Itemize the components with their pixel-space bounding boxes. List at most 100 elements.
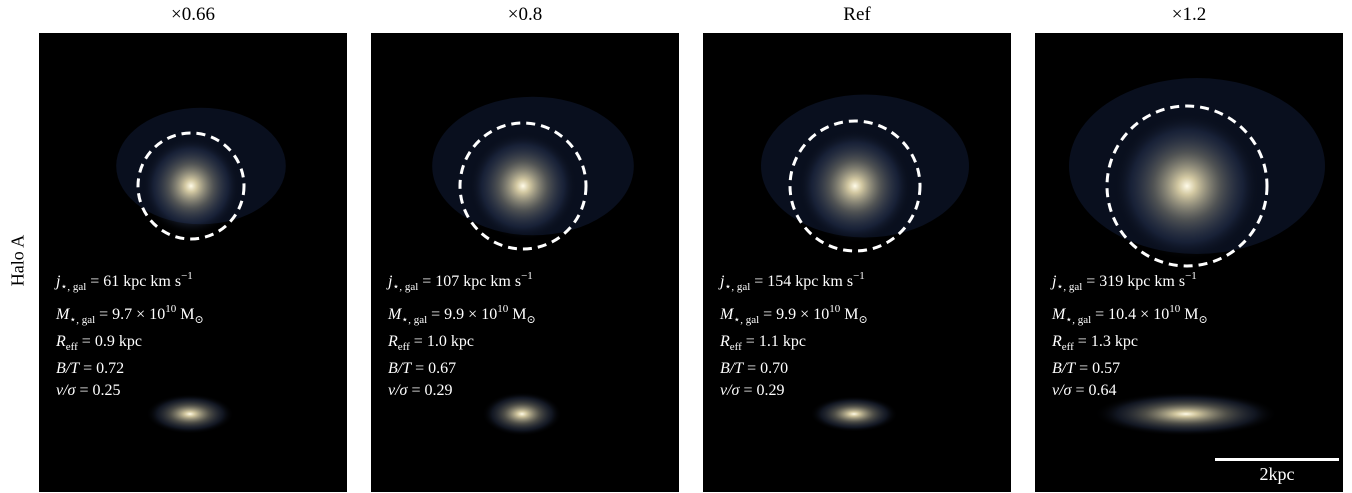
stat-text: = 0.64 <box>1071 382 1116 399</box>
galaxy-stats: j⋆, gal = 61 kpc km s−1M⋆, gal = 9.7 × 1… <box>56 265 204 402</box>
stat-text: B/T <box>56 360 79 377</box>
stat-text: R <box>56 333 66 350</box>
stat-line: B/T = 0.70 <box>720 358 868 380</box>
stat-line: B/T = 0.57 <box>1052 358 1208 380</box>
stat-text: −1 <box>853 270 865 282</box>
stat-line: Reff = 1.0 kpc <box>388 331 536 358</box>
stat-text: = 9.9 × 10 <box>759 306 829 323</box>
stat-line: j⋆, gal = 319 kpc km s−1 <box>1052 265 1208 298</box>
stat-text: ⋆, gal <box>1065 314 1091 326</box>
stat-line: j⋆, gal = 61 kpc km s−1 <box>56 265 204 298</box>
stat-text: v/σ <box>720 382 739 399</box>
galaxy-image <box>39 33 347 492</box>
stat-text: B/T <box>1052 360 1075 377</box>
stat-text: = 9.9 × 10 <box>427 306 497 323</box>
stat-text: R <box>1052 333 1062 350</box>
stat-text: M <box>720 306 733 323</box>
stat-text: = 61 kpc km s <box>86 273 181 290</box>
galaxy-panel: j⋆, gal = 61 kpc km s−1M⋆, gal = 9.7 × 1… <box>39 33 347 492</box>
page: Halo A ×0.66j⋆, gal = 61 kpc km s−1M⋆, g… <box>0 0 1352 493</box>
stat-line: v/σ = 0.25 <box>56 380 204 402</box>
stat-text: M <box>56 306 69 323</box>
scale-bar-label: 2kpc <box>1215 464 1339 485</box>
face-on-galaxy <box>468 131 578 241</box>
stat-text: eff <box>66 341 78 353</box>
stat-text: eff <box>730 341 742 353</box>
row-label: Halo A <box>8 231 29 291</box>
stat-text: ⋆, gal <box>392 281 418 293</box>
stat-text: = 9.7 × 10 <box>95 306 165 323</box>
stat-text: ⋆, gal <box>724 281 750 293</box>
face-on-galaxy <box>797 128 913 244</box>
stat-text: ⋆, gal <box>733 314 759 326</box>
stat-text: −1 <box>521 270 533 282</box>
stat-text: M <box>840 306 858 323</box>
stat-line: B/T = 0.72 <box>56 358 204 380</box>
stat-line: j⋆, gal = 154 kpc km s−1 <box>720 265 868 298</box>
stat-text: ⊙ <box>1198 314 1207 326</box>
stat-line: M⋆, gal = 9.7 × 1010 M⊙ <box>56 298 204 331</box>
stat-text: ⊙ <box>194 314 203 326</box>
stat-line: M⋆, gal = 9.9 × 1010 M⊙ <box>388 298 536 331</box>
stat-text: = 0.29 <box>407 382 452 399</box>
stat-line: Reff = 0.9 kpc <box>56 331 204 358</box>
stat-text: M <box>1052 306 1065 323</box>
stat-line: Reff = 1.3 kpc <box>1052 331 1208 358</box>
panel-title: ×0.8 <box>371 4 679 26</box>
stat-line: v/σ = 0.29 <box>720 380 868 402</box>
stat-text: B/T <box>388 360 411 377</box>
stat-text: = 10.4 × 10 <box>1091 306 1169 323</box>
panel-title: ×0.66 <box>39 4 347 26</box>
galaxy-image <box>703 33 1011 492</box>
stat-line: B/T = 0.67 <box>388 358 536 380</box>
stat-text: M <box>508 306 526 323</box>
stat-text: M <box>388 306 401 323</box>
stat-line: j⋆, gal = 107 kpc km s−1 <box>388 265 536 298</box>
galaxy-image <box>371 33 679 492</box>
stat-text: ⋆, gal <box>401 314 427 326</box>
stat-text: = 1.0 kpc <box>410 333 474 350</box>
stat-text: = 1.3 kpc <box>1074 333 1138 350</box>
panel-title: Ref <box>703 4 1011 26</box>
galaxy-image <box>1035 33 1343 492</box>
scale-bar <box>1215 458 1339 461</box>
stat-text: = 154 kpc km s <box>750 273 853 290</box>
stat-line: v/σ = 0.29 <box>388 380 536 402</box>
stat-line: M⋆, gal = 9.9 × 1010 M⊙ <box>720 298 868 331</box>
stat-text: ⋆, gal <box>69 314 95 326</box>
stat-text: −1 <box>1185 270 1197 282</box>
stat-text: = 107 kpc km s <box>418 273 521 290</box>
stat-text: = 0.70 <box>743 360 788 377</box>
stat-text: = 0.25 <box>75 382 120 399</box>
stat-text: v/σ <box>56 382 75 399</box>
stat-text: R <box>720 333 730 350</box>
stat-line: Reff = 1.1 kpc <box>720 331 868 358</box>
stat-line: M⋆, gal = 10.4 × 1010 M⊙ <box>1052 298 1208 331</box>
stat-text: = 319 kpc km s <box>1082 273 1185 290</box>
stat-text: = 0.67 <box>411 360 456 377</box>
stat-text: = 1.1 kpc <box>742 333 806 350</box>
stat-text: 10 <box>829 303 840 315</box>
stat-text: −1 <box>181 270 193 282</box>
stat-text: = 0.72 <box>79 360 124 377</box>
panel-title: ×1.2 <box>1035 4 1343 26</box>
stat-text: ⊙ <box>858 314 867 326</box>
stat-text: = 0.57 <box>1075 360 1120 377</box>
stat-text: M <box>176 306 194 323</box>
stat-text: R <box>388 333 398 350</box>
stat-text: = 0.29 <box>739 382 784 399</box>
stat-text: eff <box>398 341 410 353</box>
stat-text: eff <box>1062 341 1074 353</box>
stat-text: B/T <box>720 360 743 377</box>
stat-text: ⋆, gal <box>1056 281 1082 293</box>
face-on-galaxy <box>141 136 241 236</box>
face-on-galaxy <box>1112 111 1262 261</box>
stat-line: v/σ = 0.64 <box>1052 380 1208 402</box>
stat-text: v/σ <box>388 382 407 399</box>
